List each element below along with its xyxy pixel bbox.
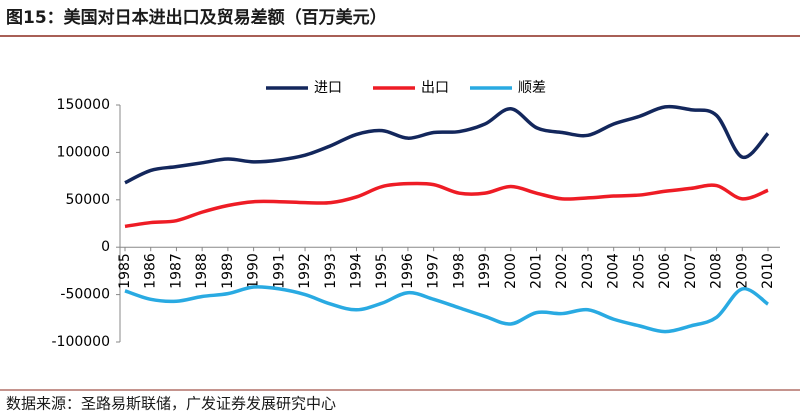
x-tick-label: 1986 — [143, 253, 159, 289]
x-tick-label: 1993 — [323, 253, 339, 289]
x-tick-label: 2006 — [657, 253, 673, 289]
chart-title: 图15：美国对日本进出口及贸易差额（百万美元） — [6, 7, 387, 28]
legend-label: 顺差 — [518, 80, 546, 96]
x-tick-label: 2007 — [683, 253, 699, 289]
y-tick-label: 150000 — [57, 97, 110, 113]
y-tick-label: 50000 — [65, 192, 110, 208]
source: 数据来源：圣路易斯联储，广发证券发展研究中心 — [6, 395, 336, 413]
x-tick-label: 1998 — [451, 253, 467, 289]
x-tick-label: 2001 — [529, 253, 545, 289]
x-tick-label: 2002 — [554, 253, 570, 289]
y-tick-label: -100000 — [52, 334, 111, 350]
y-tick-label: -50000 — [60, 287, 110, 303]
x-tick-label: 1985 — [117, 253, 133, 289]
series-line — [124, 285, 770, 334]
legend-label: 出口 — [421, 80, 449, 96]
x-tick-label: 2010 — [760, 253, 776, 289]
series-line — [124, 104, 770, 185]
x-tick-label: 1995 — [374, 253, 390, 289]
x-tick-label: 1999 — [477, 253, 493, 289]
y-tick-label: 0 — [101, 239, 110, 255]
x-tick-label: 1989 — [220, 253, 236, 289]
x-tick-label: 1990 — [246, 253, 262, 289]
x-tick-label: 2000 — [503, 253, 519, 289]
x-tick-label: 1997 — [426, 253, 442, 289]
x-tick-label: 1992 — [297, 253, 313, 289]
x-tick-label: 1994 — [348, 253, 364, 289]
series-line — [124, 181, 769, 229]
x-tick-label: 1991 — [271, 253, 287, 289]
x-tick-label: 1996 — [400, 253, 416, 289]
x-tick-label: 1988 — [194, 253, 210, 289]
x-tick-label: 2008 — [709, 253, 725, 289]
x-tick-label: 1987 — [168, 253, 184, 289]
x-tick-label: 2005 — [631, 253, 647, 289]
x-tick-label: 2004 — [606, 253, 622, 289]
x-tick-label: 2003 — [580, 253, 596, 289]
legend-label: 进口 — [314, 80, 342, 96]
x-tick-label: 2009 — [734, 253, 750, 289]
y-tick-label: 100000 — [57, 144, 110, 160]
